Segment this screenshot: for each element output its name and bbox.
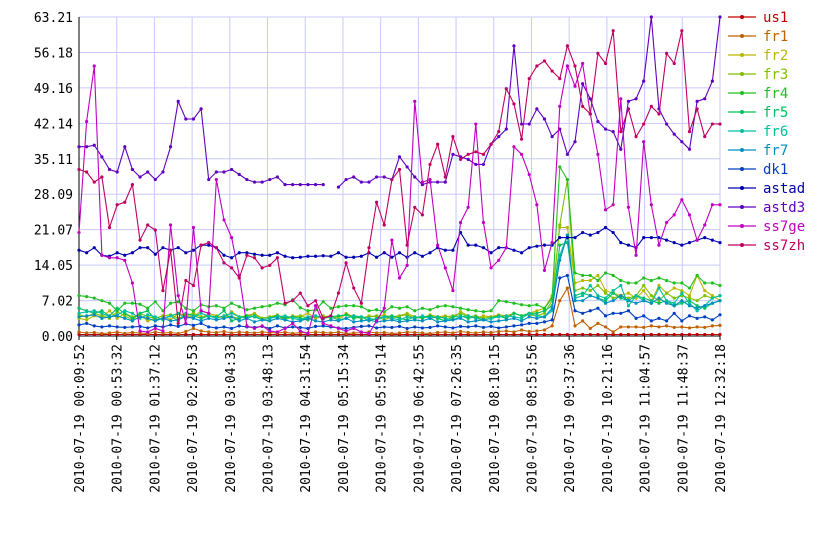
series-astad	[77, 225, 722, 260]
legend-label: astad	[763, 181, 805, 197]
x-tick-label: 2010-07-19 11:48:37	[676, 344, 691, 493]
x-tick-label: 2010-07-19 01:37:12	[148, 344, 163, 493]
legend-label: us1	[763, 10, 788, 26]
legend-item-fr4: fr4	[728, 86, 788, 102]
series-ss7zh	[77, 29, 722, 325]
legend-marker	[740, 205, 744, 209]
y-axis-ticks: 0.00 7.02 14.05 21.07 28.09 35.11 42.14 49.16 56…	[34, 11, 73, 345]
legend-marker	[740, 110, 744, 114]
y-tick-label: 56.18	[34, 46, 73, 61]
y-tick-label: 63.21	[34, 11, 73, 26]
x-tick-label: 2010-07-19 08:10:15	[488, 344, 503, 493]
legend-item-fr7: fr7	[728, 143, 788, 159]
legend-label: fr3	[763, 67, 788, 83]
series-line	[79, 99, 324, 186]
x-tick-label: 2010-07-19 03:48:13	[262, 344, 277, 493]
legend-marker	[740, 243, 744, 247]
legend-marker	[740, 91, 744, 95]
x-tick-label: 2010-07-19 00:09:52	[73, 344, 88, 493]
legend-label: fr5	[763, 105, 788, 121]
x-tick-label: 2010-07-19 00:53:32	[111, 344, 126, 493]
legend-marker	[740, 167, 744, 171]
series-line	[78, 286, 721, 335]
legend-label: fr4	[763, 86, 788, 102]
legend-marker	[740, 53, 744, 57]
series-fr7	[77, 233, 722, 324]
x-tick-label: 2010-07-19 12:32:18	[714, 344, 729, 493]
legend-item-astad: astad	[728, 181, 805, 197]
series-line	[338, 16, 721, 188]
legend-item-astd3: astd3	[728, 200, 805, 216]
y-tick-label: 49.16	[34, 82, 73, 97]
series-astd3	[77, 15, 722, 189]
legend-label: fr2	[763, 48, 788, 64]
series-lines	[77, 15, 722, 337]
legend-item-ss7zh: ss7zh	[728, 238, 805, 254]
data-point	[77, 230, 81, 235]
x-tick-label: 2010-07-19 06:42:55	[412, 344, 427, 493]
y-tick-label: 14.05	[34, 259, 73, 274]
y-tick-label: 0.00	[42, 330, 73, 345]
legend-label: astd3	[763, 200, 805, 216]
series-line	[78, 30, 720, 324]
legend-marker	[740, 148, 744, 152]
x-tick-label: 2010-07-19 04:31:54	[299, 344, 314, 493]
legend-label: fr7	[763, 143, 788, 159]
x-axis-ticks: 2010-07-19 00:09:52 2010-07-19 00:53:32 20…	[73, 344, 729, 493]
legend-marker	[740, 72, 744, 76]
series-line	[78, 63, 720, 335]
legend-item-fr5: fr5	[728, 105, 788, 121]
y-tick-label: 7.02	[42, 295, 73, 310]
x-tick-label: 2010-07-19 05:15:34	[337, 344, 352, 493]
legend-marker	[740, 129, 744, 133]
legend-item-ss7ge: ss7ge	[728, 219, 805, 235]
legend-item-fr1: fr1	[728, 29, 788, 45]
data-point	[77, 330, 81, 334]
y-tick-label: 21.07	[34, 224, 73, 239]
y-tick-label: 35.11	[34, 153, 73, 168]
x-tick-label: 2010-07-19 03:04:33	[224, 344, 239, 493]
legend-item-us1: us1	[728, 10, 788, 26]
legend-label: fr6	[763, 124, 788, 140]
x-tick-label: 2010-07-19 05:59:14	[375, 344, 390, 493]
data-point	[77, 315, 81, 319]
legend-label: ss7ge	[763, 219, 805, 235]
legend-item-fr3: fr3	[728, 67, 788, 83]
x-tick-label: 2010-07-19 07:26:35	[450, 344, 465, 493]
series-ss7ge	[77, 61, 722, 336]
legend-item-dk1: dk1	[728, 162, 788, 178]
legend-marker	[740, 224, 744, 228]
legend-item-fr6: fr6	[728, 124, 788, 140]
series-line	[78, 226, 721, 259]
legend-marker	[740, 34, 744, 38]
legend-marker	[740, 186, 744, 190]
legend-label: dk1	[763, 162, 788, 178]
grid	[79, 16, 721, 336]
x-tick-label: 2010-07-19 10:21:16	[601, 344, 616, 493]
y-tick-label: 28.09	[34, 188, 73, 203]
series-fr4	[77, 165, 722, 314]
y-tick-label: 42.14	[34, 117, 73, 132]
legend-marker	[740, 15, 744, 19]
x-tick-label: 2010-07-19 02:20:53	[186, 344, 201, 493]
legend-label: ss7zh	[763, 238, 805, 254]
series-line	[78, 165, 721, 313]
legend-item-fr2: fr2	[728, 48, 788, 64]
x-tick-label: 2010-07-19 08:53:56	[525, 344, 540, 493]
legend: us1 fr1 fr2 fr3 fr4 fr5 fr6 fr7 dk1 astad astd3 ss7…	[728, 10, 805, 254]
x-tick-label: 2010-07-19 11:04:57	[639, 344, 654, 493]
legend-label: fr1	[763, 29, 788, 45]
x-tick-label: 2010-07-19 09:37:36	[563, 344, 578, 493]
